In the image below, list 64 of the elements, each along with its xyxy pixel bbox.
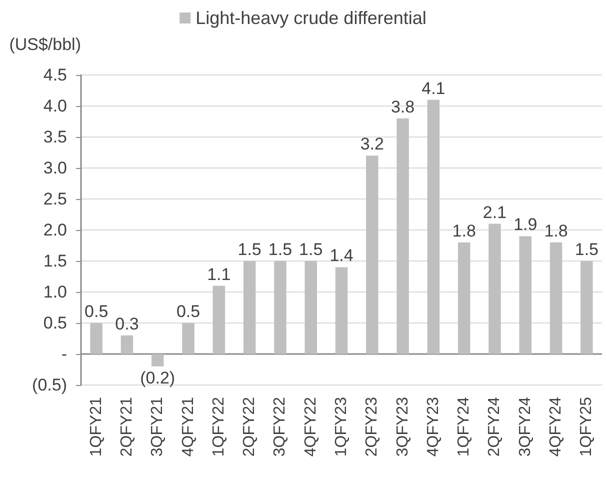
data-label: 1.8 [544,221,568,240]
bar [427,100,440,354]
legend-label: Light-heavy crude differential [196,8,426,28]
bar [550,242,562,354]
data-label: 3.8 [390,97,415,116]
x-tick-label: 4QFY21 [180,396,197,457]
x-tick-label: 1QFY23 [333,396,350,457]
x-tick-label: 3QFY21 [149,396,166,457]
x-tick-label: 4QFY22 [302,396,320,457]
bar [396,118,409,354]
data-label: 2.1 [482,202,507,222]
x-tick-label: 2QFY22 [241,396,258,457]
data-label: 0.5 [84,302,108,321]
x-tick-label: 2QFY21 [118,396,136,457]
bar [304,261,317,354]
x-tick-label: 4QFY23 [424,396,442,457]
x-tick-label: 3QFY24 [516,396,534,457]
x-tick-label: 1QFY22 [210,396,228,457]
data-label: 1.4 [330,246,354,266]
data-label: 4.1 [422,78,446,98]
y-tick-label: 2.0 [43,220,67,240]
y-tick-label: 4.5 [43,66,67,84]
bar [458,242,470,354]
x-tick-label: 1QFY24 [456,396,473,457]
x-tick-label: 2QFY23 [364,396,381,457]
data-label: 1.5 [238,240,262,259]
x-tick-label: 2QFY24 [486,396,504,457]
bar [120,335,134,354]
bar [90,323,102,354]
data-label: 3.2 [360,134,384,154]
y-tick-label: 0.5 [43,314,67,332]
bar [366,156,378,354]
x-tick-label: 4QFY24 [548,396,565,457]
y-axis-title: (US$/bbl) [9,35,81,54]
data-label: 1.1 [207,264,231,284]
y-tick-label: 2.5 [43,190,67,208]
x-tick-label: 1QFY25 [578,396,596,457]
y-tick-label: 3.5 [43,128,67,146]
bar [488,224,501,354]
y-tick-label: 1.0 [43,282,67,302]
y-tick-label: 3.0 [43,158,67,178]
y-tick-label: - [61,344,67,364]
data-label: 1.9 [514,215,538,234]
bar [335,267,348,354]
data-label: 1.5 [268,240,292,259]
bar [212,286,226,354]
bar [243,261,256,354]
data-label: 0.5 [176,302,200,321]
x-tick-label: 1QFY21 [88,396,105,457]
bar [274,261,286,354]
bar [151,354,164,366]
y-tick-label: (0.5) [32,376,67,394]
y-tick-label: 4.0 [43,96,67,116]
x-tick-label: 3QFY22 [272,396,289,457]
data-label: (0.2) [140,368,176,388]
data-label: 0.3 [115,314,139,334]
bar [580,261,593,354]
x-tick-label: 3QFY23 [394,396,412,457]
bar [519,236,532,354]
bar [182,323,194,354]
y-tick-label: 1.5 [43,252,67,270]
data-label: 1.5 [574,240,598,259]
data-label: 1.5 [299,240,323,259]
data-label: 1.8 [452,221,476,240]
